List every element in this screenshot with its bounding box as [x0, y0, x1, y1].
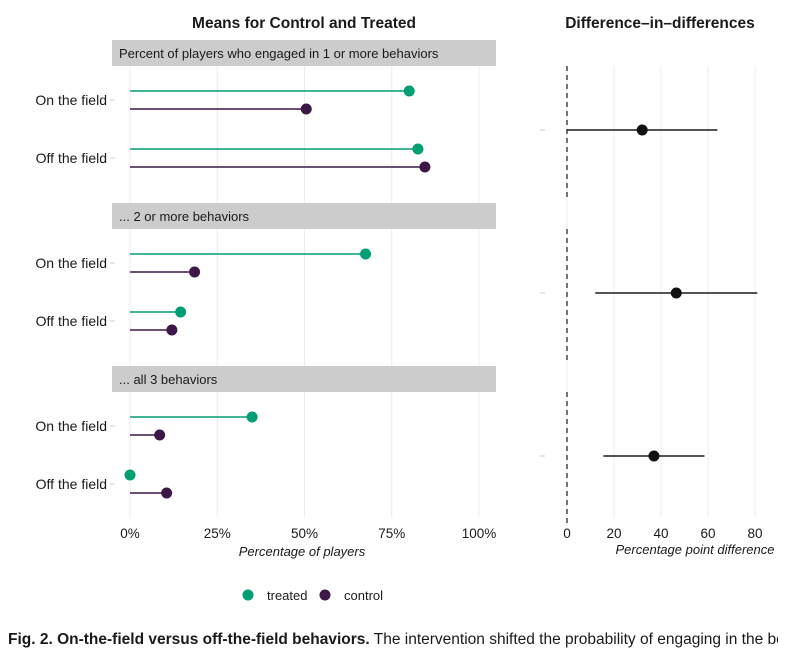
x-tick-label: 80 — [747, 526, 762, 541]
row-label: Off the field — [36, 476, 107, 492]
control-point — [161, 487, 173, 499]
figure: Means for Control and Treated Difference… — [35, 15, 775, 603]
control-point — [189, 266, 201, 278]
did-plot: 0 20 40 60 80 — [540, 66, 763, 541]
estimate-point — [636, 124, 648, 136]
x-tick-label: 50% — [291, 526, 318, 541]
treated-point — [403, 85, 415, 97]
x-tick-label: 0 — [563, 526, 571, 541]
x-tick-label: 40 — [653, 526, 668, 541]
left-panel-title: Means for Control and Treated — [192, 15, 416, 32]
right-x-axis-label: Percentage point difference — [616, 542, 775, 557]
treated-point — [124, 469, 136, 481]
facet-strip — [112, 366, 496, 392]
caption-text: The intervention shifted the probability… — [373, 631, 778, 648]
control-point — [419, 161, 431, 173]
estimate-point — [648, 450, 660, 462]
caption-label: Fig. 2. On-the-field versus off-the-fiel… — [8, 631, 370, 648]
treated-legend-key — [242, 589, 254, 601]
treated-point — [360, 248, 372, 260]
x-tick-label: 20 — [606, 526, 621, 541]
control-legend-key — [319, 589, 331, 601]
means-plot: Percent of players who engaged in 1 or m… — [35, 40, 496, 541]
facet-strip — [112, 40, 496, 66]
figure-caption: Fig. 2. On-the-field versus off-the-fiel… — [8, 628, 778, 659]
control-point — [300, 103, 312, 115]
x-tick-label: 60 — [700, 526, 715, 541]
row-label: On the field — [35, 418, 107, 434]
x-tick-label: 75% — [378, 526, 405, 541]
treated-legend-label: treated — [267, 588, 307, 603]
row-label: On the field — [35, 255, 107, 271]
facet-strip-label: Percent of players who engaged in 1 or m… — [119, 46, 439, 61]
facet-strip — [112, 203, 496, 229]
control-point — [166, 324, 178, 336]
x-tick-label: 25% — [204, 526, 231, 541]
control-legend-label: control — [344, 588, 383, 603]
treated-point — [246, 411, 258, 423]
right-panel-title: Difference–in–differences — [565, 15, 755, 32]
x-tick-label: 100% — [462, 526, 497, 541]
treated-point — [412, 143, 424, 155]
row-label: On the field — [35, 92, 107, 108]
control-point — [154, 429, 166, 441]
facet-strip-label: ... all 3 behaviors — [119, 372, 218, 387]
left-x-axis-label: Percentage of players — [239, 544, 366, 559]
estimate-point — [670, 287, 682, 299]
facet-strip-label: ... 2 or more behaviors — [119, 209, 250, 224]
row-label: Off the field — [36, 150, 107, 166]
legend: treated control — [242, 588, 383, 603]
row-label: Off the field — [36, 313, 107, 329]
x-tick-label: 0% — [120, 526, 140, 541]
treated-point — [175, 306, 187, 318]
